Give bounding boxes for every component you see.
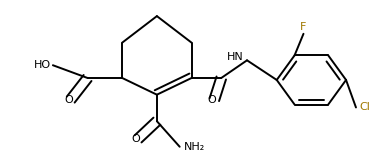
Text: Cl: Cl xyxy=(359,102,370,113)
Text: NH₂: NH₂ xyxy=(184,142,205,152)
Text: F: F xyxy=(300,22,307,32)
Text: O: O xyxy=(207,95,216,105)
Text: HO: HO xyxy=(34,60,51,70)
Text: O: O xyxy=(132,134,141,144)
Text: HN: HN xyxy=(227,52,244,62)
Text: O: O xyxy=(64,95,73,105)
